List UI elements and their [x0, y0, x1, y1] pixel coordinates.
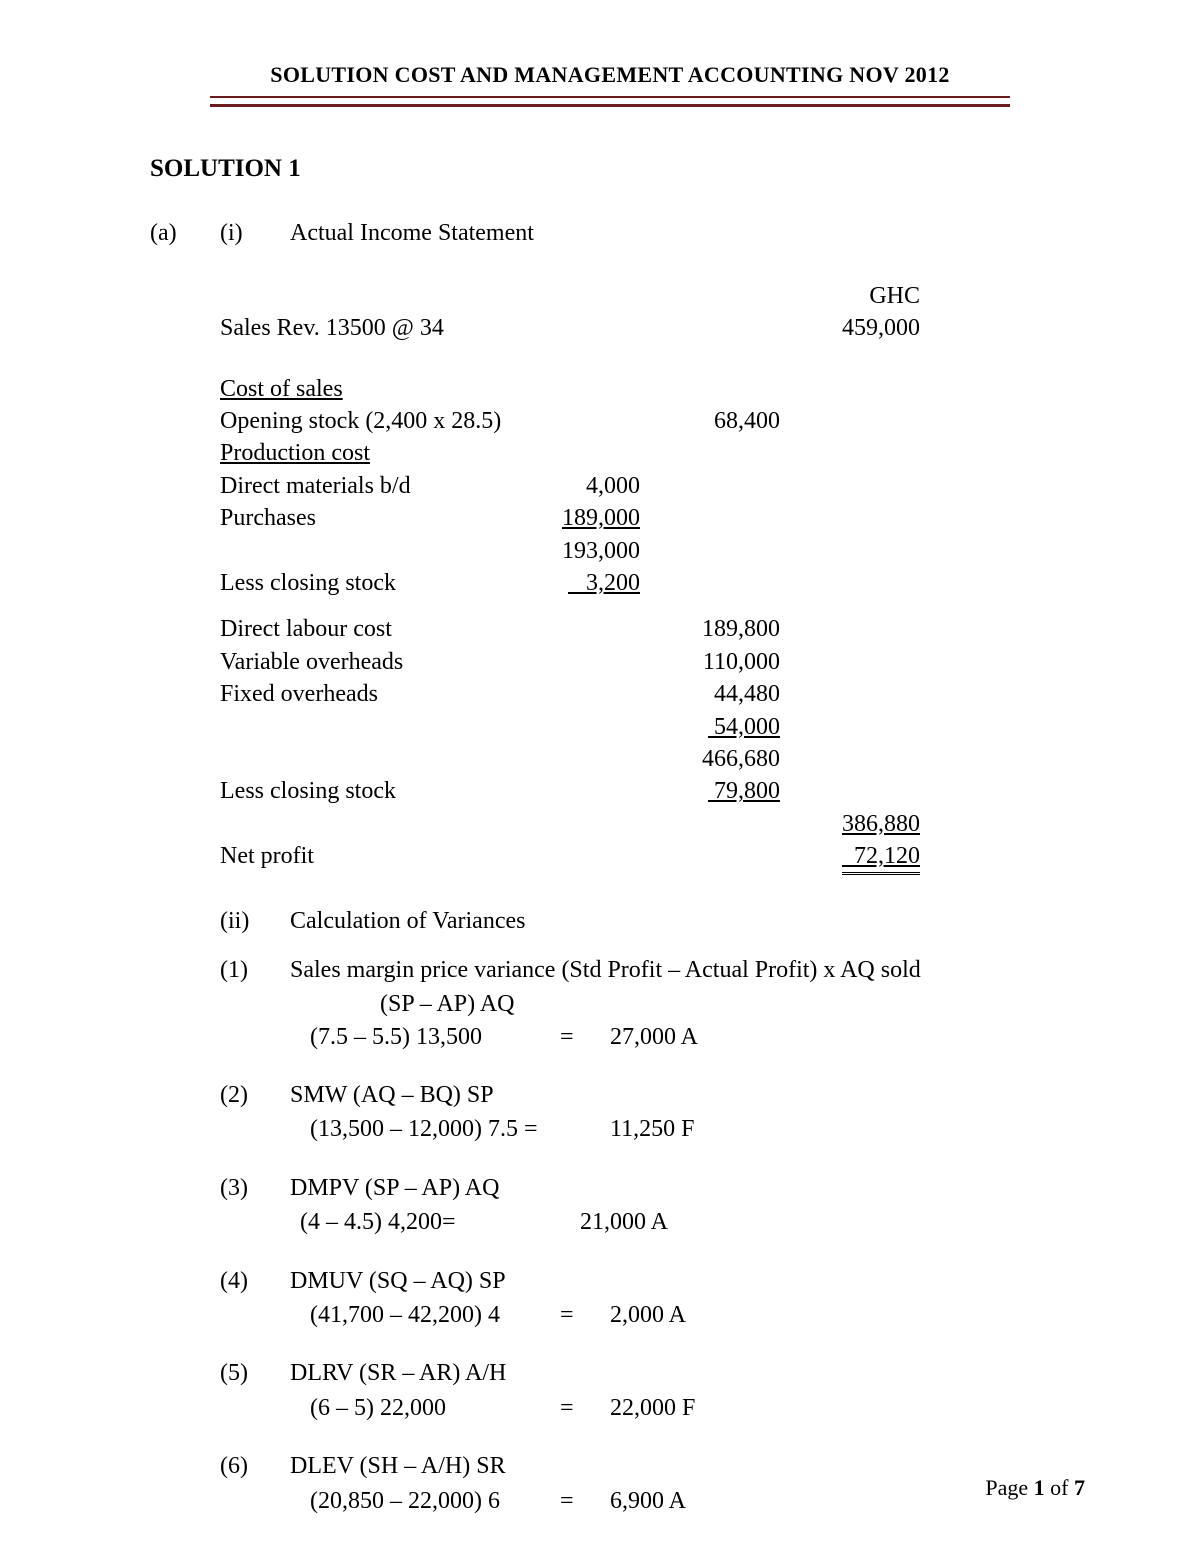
variance-formula: (SP – AP) AQ [380, 988, 1070, 1020]
variance-eq: = [560, 1299, 610, 1331]
dm-bd-label: Direct materials b/d [220, 470, 510, 502]
less-closing2-label: Less closing stock [220, 775, 510, 807]
dl-label: Direct labour cost [220, 613, 510, 645]
variance-calc-row: (6 – 5) 22,000=22,000 F [310, 1392, 1070, 1424]
variance-item: (4)DMUV (SQ – AQ) SP(41,700 – 42,200) 4=… [220, 1265, 1070, 1332]
variance-result: 22,000 F [610, 1392, 750, 1424]
vo-label: Variable overheads [220, 646, 510, 678]
variance-desc: DMPV (SP – AP) AQ [290, 1172, 1070, 1204]
purchases-val: 189,000 [562, 502, 640, 534]
variance-eq [530, 1206, 580, 1238]
variance-eq: = [560, 1021, 610, 1053]
income-statement: GHC Sales Rev. 13500 @ 34 459,000 Cost o… [220, 280, 1070, 876]
variance-eq: = [560, 1485, 610, 1517]
variance-item: (5)DLRV (SR – AR) A/H(6 – 5) 22,000=22,0… [220, 1357, 1070, 1424]
variance-calc: (6 – 5) 22,000 [310, 1392, 560, 1424]
fo-val: 44,480 [640, 678, 780, 710]
production-cost-label: Production cost [220, 437, 510, 469]
variance-desc: SMW (AQ – BQ) SP [290, 1079, 1070, 1111]
fo-val2: 54,000 [708, 711, 780, 743]
variance-calc-row: (7.5 – 5.5) 13,500=27,000 A [310, 1021, 1070, 1053]
variance-item: (3)DMPV (SP – AP) AQ(4 – 4.5) 4,200= 21,0… [220, 1172, 1070, 1239]
variance-result: 21,000 A [580, 1206, 720, 1238]
less-closing1-label: Less closing stock [220, 567, 510, 599]
opening-stock-val: 68,400 [640, 405, 780, 437]
variance-calc: (4 – 4.5) 4,200= [300, 1206, 530, 1238]
variance-num: (3) [220, 1172, 290, 1204]
document-page: SOLUTION COST AND MANAGEMENT ACCOUNTING … [0, 0, 1200, 1553]
purchases-label: Purchases [220, 502, 510, 534]
variance-eq: = [560, 1392, 610, 1424]
page-header: SOLUTION COST AND MANAGEMENT ACCOUNTING … [210, 60, 1010, 107]
variance-result: 11,250 F [610, 1113, 750, 1145]
variance-num: (1) [220, 954, 290, 986]
currency-header: GHC [780, 280, 920, 312]
fo-label: Fixed overheads [220, 678, 510, 710]
variance-num: (5) [220, 1357, 290, 1389]
less-closing1-val: 3,200 [548, 567, 640, 599]
page-total: 7 [1074, 1475, 1085, 1500]
variance-num: (4) [220, 1265, 290, 1297]
page-current: 1 [1034, 1475, 1045, 1500]
part-a-row: (a) (i) Actual Income Statement [150, 217, 1070, 249]
page-footer: Page 1 of 7 [985, 1473, 1085, 1503]
variance-calc-row: (20,850 – 22,000) 6=6,900 A [310, 1485, 1070, 1517]
variance-desc: DLRV (SR – AR) A/H [290, 1357, 1070, 1389]
statement-title: Actual Income Statement [290, 217, 534, 249]
variance-num: (2) [220, 1079, 290, 1111]
header-rule [210, 96, 1010, 107]
variance-item: (2)SMW (AQ – BQ) SP(13,500 – 12,000) 7.5… [220, 1079, 1070, 1146]
cost-of-sales-label: Cost of sales [220, 373, 510, 405]
sales-value: 459,000 [780, 312, 920, 344]
variance-result: 27,000 A [610, 1021, 750, 1053]
variances-section: (ii) Calculation of Variances (1)Sales m… [220, 905, 1070, 1516]
variance-result: 2,000 A [610, 1299, 750, 1331]
variance-calc: (20,850 – 22,000) 6 [310, 1485, 560, 1517]
variance-eq [560, 1113, 610, 1145]
sales-label: Sales Rev. 13500 @ 34 [220, 312, 510, 344]
dm-bd-val: 4,000 [510, 470, 640, 502]
variance-item: (1)Sales margin price variance (Std Prof… [220, 954, 1070, 1053]
variance-item: (6)DLEV (SH – A/H) SR(20,850 – 22,000) 6… [220, 1450, 1070, 1517]
label-ii: (ii) [220, 905, 290, 937]
label-i: (i) [220, 217, 290, 249]
subtotal2: 466,680 [640, 743, 780, 775]
opening-stock-label: Opening stock (2,400 x 28.5) [220, 405, 510, 437]
header-title: SOLUTION COST AND MANAGEMENT ACCOUNTING … [210, 60, 1010, 96]
solution-heading: SOLUTION 1 [150, 152, 1070, 186]
cogs-total: 386,880 [842, 808, 920, 840]
variance-calc-row: (13,500 – 12,000) 7.5 = 11,250 F [310, 1113, 1070, 1145]
variance-desc: DLEV (SH – A/H) SR [290, 1450, 1070, 1482]
vo-val: 110,000 [640, 646, 780, 678]
variance-calc-row: (4 – 4.5) 4,200= 21,000 A [300, 1206, 1070, 1238]
variance-num: (6) [220, 1450, 290, 1482]
label-a: (a) [150, 217, 220, 249]
variance-calc: (13,500 – 12,000) 7.5 = [310, 1113, 560, 1145]
less-closing2-val: 79,800 [708, 775, 780, 807]
variance-desc: Sales margin price variance (Std Profit … [290, 954, 1070, 986]
variance-calc-row: (41,700 – 42,200) 4=2,000 A [310, 1299, 1070, 1331]
net-profit-label: Net profit [220, 840, 510, 875]
variance-desc: DMUV (SQ – AQ) SP [290, 1265, 1070, 1297]
variance-calc: (7.5 – 5.5) 13,500 [310, 1021, 560, 1053]
variance-result: 6,900 A [610, 1485, 750, 1517]
dl-val: 189,800 [640, 613, 780, 645]
variance-calc: (41,700 – 42,200) 4 [310, 1299, 560, 1331]
net-profit-val: 72,120 [842, 840, 920, 875]
variances-title: Calculation of Variances [290, 905, 525, 937]
subtotal1: 193,000 [510, 535, 640, 567]
